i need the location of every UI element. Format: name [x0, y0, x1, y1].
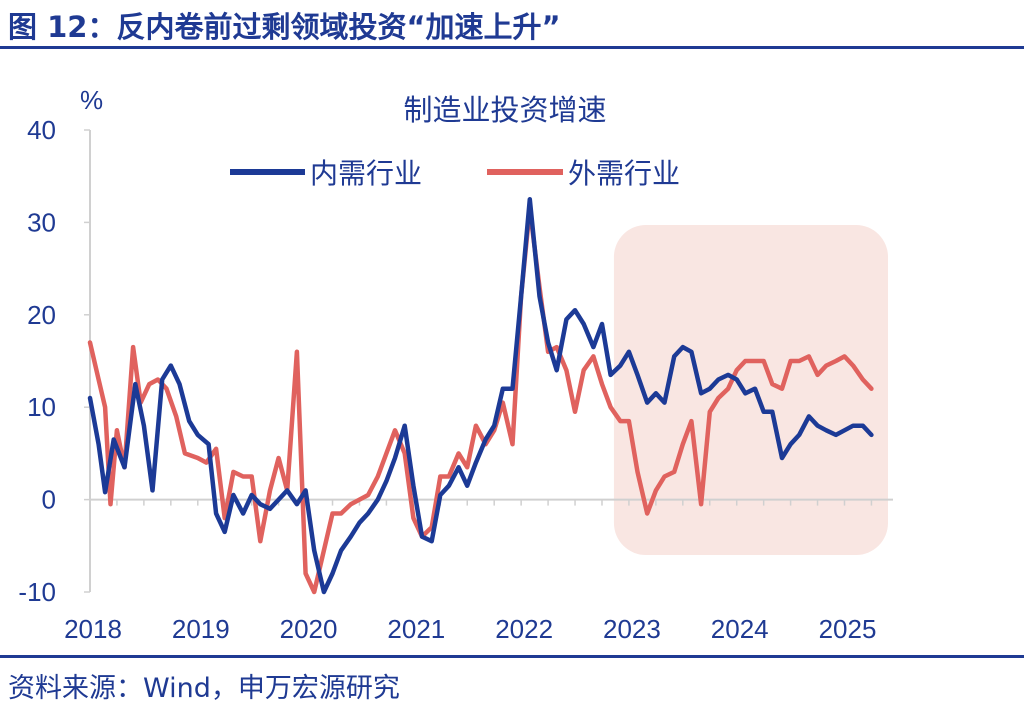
x-tick-label: 2024	[711, 614, 769, 644]
footer-divider	[0, 655, 1024, 658]
source-note: 资料来源：Wind，申万宏源研究	[8, 673, 400, 704]
y-tick-label: 40	[27, 115, 56, 145]
y-tick-label: 10	[27, 392, 56, 422]
line-chart: -10 0 10 20 30 40 2018 2019 2020 2021 2022 2023 202…	[18, 85, 893, 644]
x-axis-labels: 2018 2019 2020 2021 2022 2023 2024 2025	[64, 614, 876, 644]
x-tick-label: 2023	[603, 614, 661, 644]
x-tick-label: 2019	[172, 614, 230, 644]
title-divider	[0, 46, 1024, 49]
y-tick-label: 20	[27, 300, 56, 330]
figure-title: 图 12：反内卷前过剩领域投资“加速上升”	[8, 10, 561, 44]
x-tick-label: 2020	[280, 614, 338, 644]
x-tick-label: 2018	[64, 614, 122, 644]
y-tick-label: 0	[42, 485, 56, 515]
x-tick-label: 2022	[495, 614, 553, 644]
chart-legend: 内需行业 外需行业	[230, 157, 680, 190]
legend-label-external: 外需行业	[568, 157, 680, 190]
series-line-external	[87, 206, 874, 595]
series-lines	[87, 197, 874, 595]
x-tick-label: 2025	[819, 614, 877, 644]
y-axis-unit: %	[80, 85, 103, 115]
legend-label-domestic: 内需行业	[310, 157, 422, 190]
y-tick-label: 30	[27, 207, 56, 237]
series-line-domestic	[87, 197, 874, 595]
y-tick-label: -10	[18, 577, 56, 607]
y-axis-labels: -10 0 10 20 30 40	[18, 115, 56, 607]
x-tick-label: 2021	[387, 614, 445, 644]
chart-title: 制造业投资增速	[403, 93, 606, 127]
